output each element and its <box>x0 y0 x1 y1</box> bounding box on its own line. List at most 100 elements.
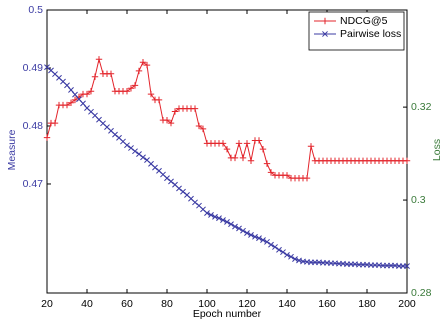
point-marker <box>228 221 234 228</box>
point-marker <box>124 142 130 149</box>
y2-tick-label: 0.32 <box>411 101 432 113</box>
point-marker <box>112 131 118 138</box>
point-marker <box>128 145 134 151</box>
point-marker <box>163 116 171 124</box>
point-marker <box>236 225 242 232</box>
point-marker <box>292 256 298 262</box>
point-marker <box>284 251 290 258</box>
point-marker <box>63 101 71 109</box>
point-marker <box>235 140 243 147</box>
point-marker <box>307 143 315 150</box>
x-tick-label: 80 <box>161 298 173 310</box>
point-marker <box>208 212 214 218</box>
y2-tick-label: 0.28 <box>411 287 432 299</box>
point-marker <box>107 70 115 77</box>
point-marker <box>168 178 174 185</box>
point-marker <box>276 246 282 253</box>
point-marker <box>260 237 266 243</box>
point-marker <box>212 213 218 220</box>
y2-tick-label: 0.3 <box>411 194 426 206</box>
point-marker <box>268 241 274 248</box>
x-tick-label: 180 <box>358 298 376 310</box>
y-tick-label: 0.5 <box>28 4 43 16</box>
point-marker <box>267 169 275 176</box>
point-marker <box>321 17 329 25</box>
point-marker <box>135 67 143 75</box>
point-marker <box>220 217 226 223</box>
x-tick-label: 100 <box>198 298 216 310</box>
x-tick-label: 40 <box>81 298 93 310</box>
point-marker <box>199 125 207 133</box>
point-marker <box>91 73 99 80</box>
point-marker <box>219 140 227 147</box>
x-axis-label: Epoch number <box>193 308 262 320</box>
point-marker <box>256 235 262 242</box>
x-tick-label: 120 <box>238 298 256 310</box>
point-marker <box>204 210 210 216</box>
point-marker <box>192 199 198 206</box>
y-axis-label: Measure <box>6 129 18 170</box>
x-tick-label: 140 <box>278 298 296 310</box>
y-tick-label: 0.49 <box>23 62 44 74</box>
point-marker <box>244 230 250 236</box>
legend-label: NDCG@5 <box>340 15 388 27</box>
point-marker <box>288 253 294 260</box>
legend-label: Pairwise loss <box>340 28 401 40</box>
point-marker <box>127 85 135 92</box>
point-marker <box>223 145 231 153</box>
x-tick-label: 160 <box>318 298 336 310</box>
point-marker <box>139 58 147 66</box>
point-marker <box>67 99 75 106</box>
point-marker <box>155 96 163 104</box>
point-marker <box>140 154 146 161</box>
point-marker <box>280 249 286 256</box>
point-marker <box>243 140 251 147</box>
point-marker <box>68 87 74 93</box>
point-marker <box>83 90 91 98</box>
point-marker <box>171 108 179 115</box>
point-marker <box>255 137 263 144</box>
point-marker <box>176 185 182 192</box>
point-marker <box>224 218 230 225</box>
point-marker <box>167 119 175 127</box>
point-marker <box>232 223 238 230</box>
point-marker <box>164 175 170 182</box>
point-marker <box>64 82 70 89</box>
point-marker <box>136 151 142 157</box>
point-marker <box>404 263 410 269</box>
point-marker <box>132 148 138 155</box>
y-tick-label: 0.48 <box>23 120 44 132</box>
point-marker <box>80 100 86 107</box>
point-marker <box>95 56 103 63</box>
point-marker <box>303 174 311 182</box>
point-marker <box>191 105 199 112</box>
point-marker <box>247 157 255 164</box>
point-marker <box>72 91 78 98</box>
point-marker <box>272 244 278 250</box>
point-marker <box>259 145 267 153</box>
x-tick-label: 60 <box>121 298 133 310</box>
point-marker <box>43 134 51 141</box>
x-tick-label: 200 <box>398 298 416 310</box>
point-marker <box>143 61 151 69</box>
point-marker <box>147 90 155 98</box>
point-marker <box>239 154 247 162</box>
point-marker <box>403 157 411 164</box>
y2-axis-label: Loss <box>431 139 443 161</box>
point-marker <box>283 172 291 179</box>
point-marker <box>231 154 239 162</box>
y-tick-label: 0.47 <box>23 178 44 190</box>
point-marker <box>87 87 95 95</box>
point-marker <box>123 87 131 95</box>
x-tick-label: 20 <box>41 298 53 310</box>
point-marker <box>248 231 254 238</box>
point-marker <box>131 82 139 89</box>
point-marker <box>216 215 222 222</box>
point-marker <box>71 96 79 104</box>
point-marker <box>180 188 186 195</box>
point-marker <box>252 233 258 240</box>
point-marker <box>240 227 246 234</box>
point-marker <box>264 238 270 245</box>
point-marker <box>263 160 271 167</box>
